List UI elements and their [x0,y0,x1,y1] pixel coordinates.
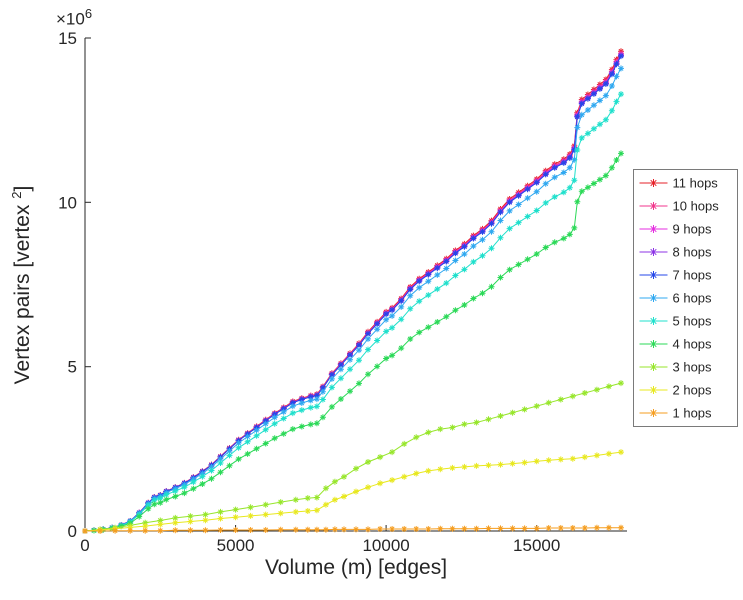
series-line-7-hops [84,55,622,532]
y-tick-label: 5 [68,358,77,377]
legend-label: 9 hops [673,222,713,237]
legend-label: 10 hops [673,199,720,214]
series-markers-1-hops [82,524,624,534]
legend-box [633,169,738,427]
legend-label: 5 hops [673,314,713,329]
legend-marker-6-hops [649,294,658,302]
legend-marker-3-hops [649,363,658,371]
series-line-10-hops [84,52,622,532]
series-line-6-hops [84,68,622,532]
legend-marker-1-hops [649,409,658,417]
legend-label: 7 hops [673,268,713,283]
legend-marker-5-hops [649,317,658,325]
series-markers-10-hops [82,50,624,534]
x-tick-label: 0 [80,536,89,555]
legend-label: 1 hops [673,406,713,421]
series-markers-3-hops [82,380,624,534]
legend-label: 11 hops [673,176,719,191]
legend-marker-9-hops [649,225,658,233]
y-axis-label-sup: 2 [9,191,24,199]
y-axis-label: Vertex pairs [vertex 2] [9,135,35,435]
multiplier-base: ×10 [56,9,85,29]
series-line-11-hops [84,51,622,532]
x-axis-label: Volume (m) [edges] [264,556,448,579]
legend-marker-11-hops [649,179,658,187]
legend-marker-7-hops [649,271,658,279]
series-line-4-hops [84,153,622,532]
series-markers-9-hops [82,51,624,534]
legend-label: 8 hops [673,245,713,260]
legend-marker-2-hops [649,386,658,394]
series-markers-6-hops [82,65,624,534]
y-axis-label-text: Vertex pairs [vertex [11,198,34,385]
x-tick-label: 5000 [217,536,255,555]
series-line-9-hops [84,54,622,532]
legend-marker-10-hops [649,202,658,210]
series-markers-4-hops [82,150,624,534]
y-tick-label: 10 [58,193,77,212]
series-markers-8-hops [82,52,624,534]
x-tick-label: 10000 [362,536,409,555]
x-tick-label: 15000 [513,536,560,555]
series-markers-7-hops [82,53,624,534]
y-tick-label: 0 [68,522,77,541]
y-axis-label-suffix: ] [11,185,34,192]
multiplier-exponent: 6 [84,6,93,21]
legend-marker-8-hops [649,248,658,256]
series-line-5-hops [84,93,622,532]
legend-label: 2 hops [673,383,713,398]
legend-label: 3 hops [673,360,713,375]
y-axis-multiplier: ×106 [56,6,92,30]
legend-marker-4-hops [649,340,658,348]
legend-label: 4 hops [673,337,713,352]
series-markers-5-hops [82,91,624,534]
legend-label: 6 hops [673,291,713,306]
series-line-3-hops [84,382,622,532]
series-line-8-hops [84,55,622,532]
y-tick-label: 15 [58,29,77,48]
